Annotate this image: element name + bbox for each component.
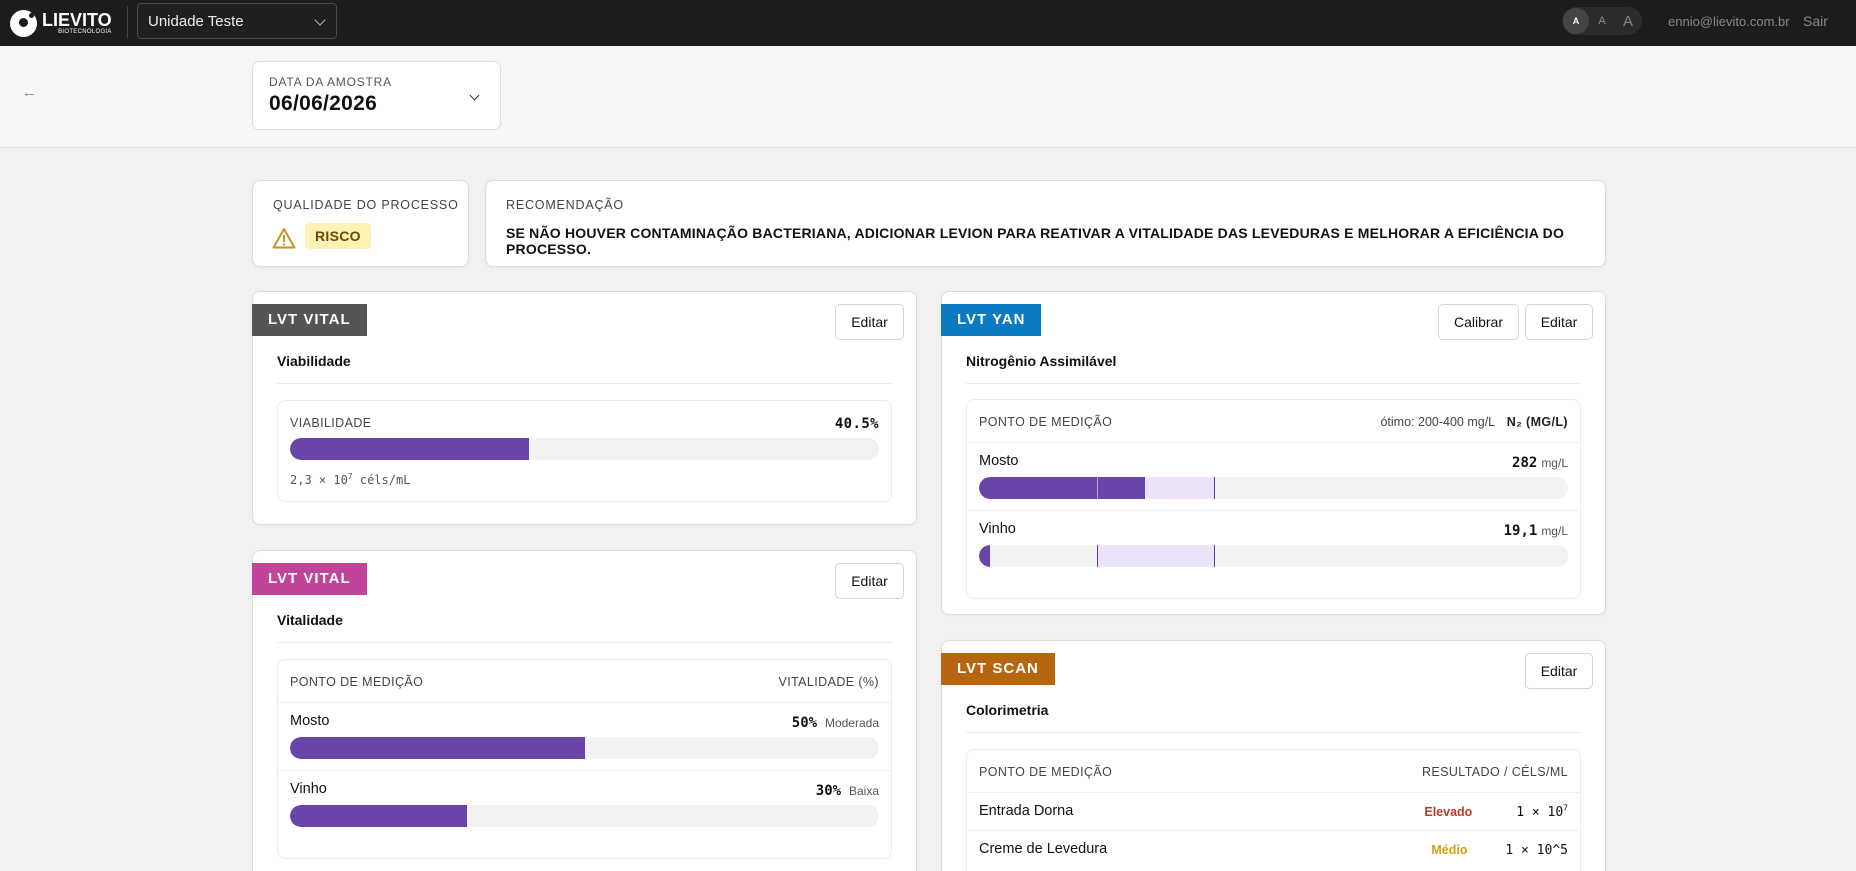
edit-button[interactable]: Editar	[1525, 653, 1593, 689]
row-label: Vinho	[290, 781, 327, 797]
row-value: 50% Moderada	[791, 715, 879, 731]
divider	[278, 770, 891, 771]
section-tag: LVT VITAL	[252, 563, 367, 595]
section-tag: LVT VITAL	[252, 304, 367, 336]
status-badge: Médio	[1431, 843, 1468, 857]
vitality-bar-fill	[290, 737, 585, 759]
viability-panel: VIABILIDADE 40.5% 2,3 × 107 céls/mL	[277, 400, 892, 502]
nitrogen-bar-fill	[979, 545, 991, 567]
divider	[278, 702, 891, 703]
column-header-point: PONTO DE MEDIÇÃO	[979, 415, 1113, 429]
row-label: Mosto	[290, 713, 330, 729]
vitality-bar	[290, 737, 879, 759]
row-value: Elevado 1 × 107	[1424, 803, 1568, 820]
user-email: ennio@lievito.com.br	[1668, 14, 1790, 29]
section-tag: LVT SCAN	[941, 653, 1055, 685]
viability-value: 40.5%	[834, 416, 879, 432]
row-label: Mosto	[979, 453, 1019, 469]
divider	[277, 642, 892, 643]
font-size-switcher: A A A	[1562, 7, 1642, 35]
sample-date-value: 06/06/2026	[269, 92, 378, 115]
warning-icon	[272, 228, 296, 249]
divider	[966, 383, 1581, 384]
divider	[967, 510, 1580, 511]
back-arrow-icon[interactable]: ←	[22, 84, 37, 101]
status-badge: RISCO	[305, 223, 371, 249]
row-label: Vinho	[979, 521, 1016, 537]
viability-bar-fill	[290, 438, 529, 460]
sample-header: ← DATA DA AMOSTRA 06/06/2026	[0, 46, 1856, 148]
nitrogen-bar	[979, 545, 1568, 567]
recommendation-card: RECOMENDAÇÃO SE NÃO HOUVER CONTAMINAÇÃO …	[485, 180, 1606, 267]
lievito-logo[interactable]: LIEVITO BIOTECNOLOGIA	[10, 9, 114, 37]
process-quality-label: QUALIDADE DO PROCESSO	[273, 198, 459, 212]
calibrate-button[interactable]: Calibrar	[1438, 304, 1519, 340]
vitality-bar-fill	[290, 805, 467, 827]
recommendation-text: SE NÃO HOUVER CONTAMINAÇÃO BACTERIANA, A…	[506, 225, 1565, 257]
scan-card: LVT SCAN Editar Colorimetria PONTO DE ME…	[941, 640, 1606, 871]
row-label: Entrada Dorna	[979, 803, 1074, 819]
column-header-result: RESULTADO / CÉLS/ML	[1421, 765, 1568, 779]
divider	[277, 383, 892, 384]
column-header-point: PONTO DE MEDIÇÃO	[290, 675, 424, 689]
card-title: Viabilidade	[277, 353, 351, 369]
font-size-small-button[interactable]: A	[1563, 8, 1589, 34]
row-label: Creme de Levedura	[979, 841, 1108, 857]
sample-date-select[interactable]: DATA DA AMOSTRA 06/06/2026	[252, 61, 501, 130]
font-size-large-button[interactable]: A	[1622, 12, 1633, 30]
optimal-range-band	[1096, 545, 1215, 567]
column-header-vitality: VITALIDADE (%)	[778, 675, 879, 689]
sample-date-label: DATA DA AMOSTRA	[269, 75, 392, 89]
yan-panel: PONTO DE MEDIÇÃO ótimo: 200-400 mg/L N₂ …	[966, 399, 1581, 599]
vitality-card: LVT VITAL Editar Vitalidade PONTO DE MED…	[252, 550, 917, 871]
colorimetry-panel: PONTO DE MEDIÇÃO RESULTADO / CÉLS/ML Ent…	[966, 749, 1581, 871]
column-header-point: PONTO DE MEDIÇÃO	[979, 765, 1113, 779]
unit-select[interactable]: Unidade Teste	[137, 3, 337, 39]
divider	[966, 732, 1581, 733]
edit-button[interactable]: Editar	[835, 563, 904, 599]
yan-card: LVT YAN Calibrar Editar Nitrogênio Assim…	[941, 291, 1606, 615]
vitality-panel: PONTO DE MEDIÇÃO VITALIDADE (%) Mosto 50…	[277, 659, 892, 859]
top-bar: LIEVITO BIOTECNOLOGIA Unidade Teste A A …	[0, 0, 1856, 46]
recommendation-label: RECOMENDAÇÃO	[506, 198, 624, 212]
edit-button[interactable]: Editar	[1525, 304, 1593, 340]
row-value: 30% Baixa	[815, 783, 879, 799]
optimal-range-marker	[1096, 477, 1098, 499]
viability-label: VIABILIDADE	[290, 416, 372, 430]
process-quality-card: QUALIDADE DO PROCESSO RISCO	[252, 180, 469, 267]
viability-card: LVT VITAL Editar Viabilidade VIABILIDADE…	[252, 291, 917, 525]
card-title: Vitalidade	[277, 612, 343, 628]
nitrogen-bar-fill	[979, 477, 1146, 499]
logout-link[interactable]: Sair	[1803, 13, 1828, 29]
status-badge: Elevado	[1424, 805, 1473, 819]
divider	[967, 792, 1580, 793]
cell-count: 2,3 × 107 céls/mL	[290, 472, 411, 487]
edit-button[interactable]: Editar	[835, 304, 904, 340]
row-value: 282 mg/L	[1512, 455, 1568, 471]
card-title: Colorimetria	[966, 702, 1049, 718]
divider	[967, 830, 1580, 831]
chevron-down-icon	[314, 14, 326, 26]
nitrogen-bar	[979, 477, 1568, 499]
row-value: Médio 1 × 10^5	[1431, 843, 1568, 858]
column-header-nitrogen: ótimo: 200-400 mg/L N₂ (MG/L)	[1380, 415, 1568, 429]
font-size-medium-button[interactable]: A	[1598, 15, 1606, 27]
row-value: 19,1 mg/L	[1503, 523, 1568, 539]
chevron-down-icon	[469, 90, 480, 101]
divider	[127, 6, 128, 38]
section-tag: LVT YAN	[941, 304, 1042, 336]
logo-name: LIEVITO	[42, 10, 112, 30]
card-title: Nitrogênio Assimilável	[966, 353, 1117, 369]
vitality-bar	[290, 805, 879, 827]
logo-subtitle: BIOTECNOLOGIA	[58, 29, 112, 35]
unit-select-value: Unidade Teste	[148, 12, 244, 30]
logo-mark-icon	[10, 9, 37, 37]
divider	[967, 442, 1580, 443]
viability-bar	[290, 438, 879, 460]
